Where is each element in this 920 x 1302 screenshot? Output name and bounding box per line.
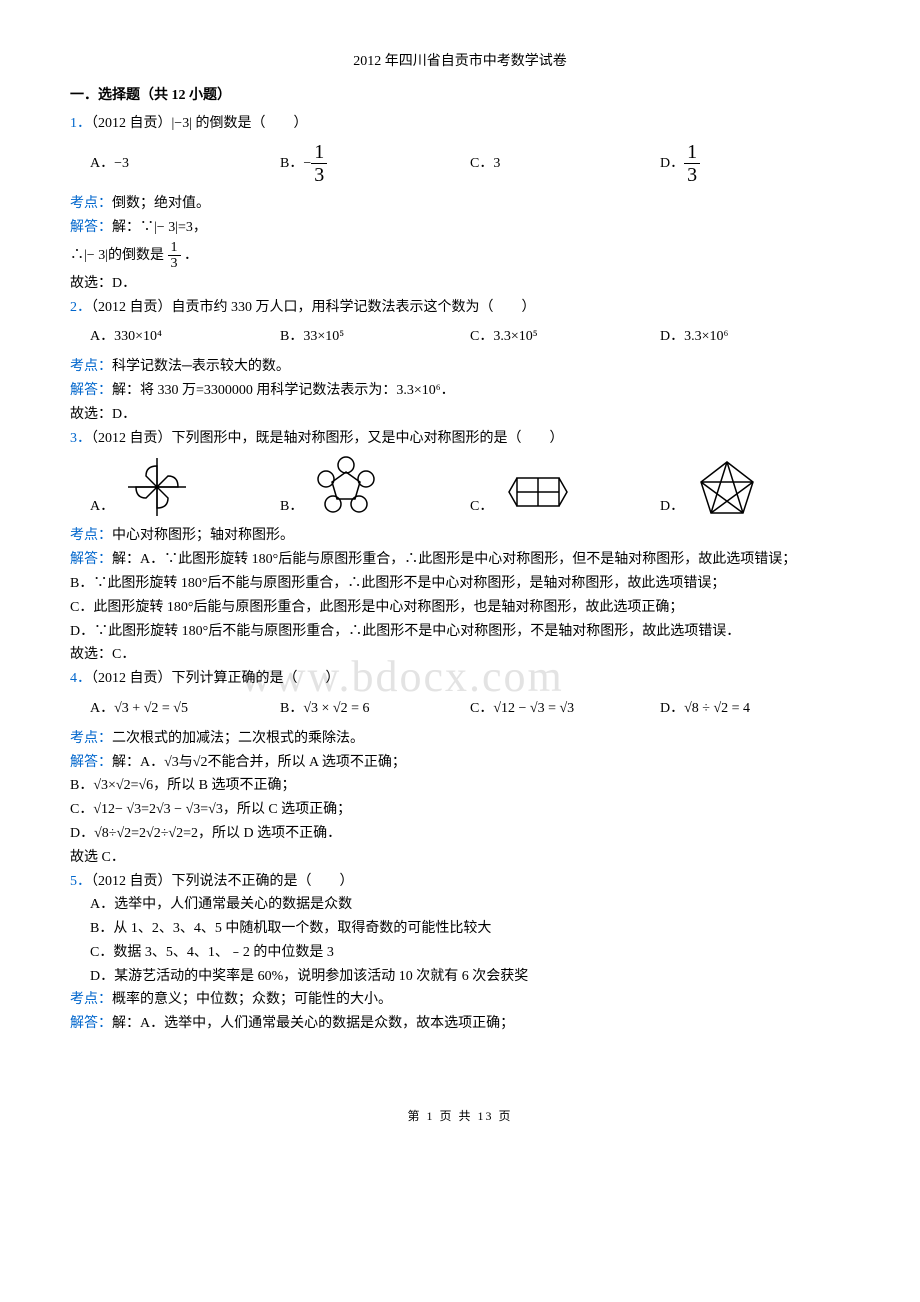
q2-opt-a: A．330×10⁴ (90, 325, 280, 349)
q4-num: 4． (70, 671, 91, 686)
hex-rect-icon (505, 466, 571, 518)
page-footer: 第 1 页 共 13 页 (70, 1106, 850, 1126)
q4-a1: 解答：解：A．√3与√2不能合并，所以 A 选项不正确； (70, 751, 850, 775)
q1-a2: ∴|− 3|的倒数是 13 ． (70, 240, 850, 272)
q2-a2: 故选：D． (70, 403, 850, 427)
q5-opt-a: A．选举中，人们通常最关心的数据是众数 (90, 893, 850, 917)
q3-fig-c: C． (470, 456, 660, 518)
q2-num: 2． (70, 300, 91, 315)
q1-opt-b: B． − 13 (280, 141, 470, 186)
q3-figures: A． B． C． (90, 456, 850, 518)
q4-a4: D．√8÷√2=2√2÷√2=2，所以 D 选项不正确． (70, 822, 850, 846)
q3-a2: B．∵此图形旋转 180°后不能与原图形重合，∴此图形不是中心对称图形，是轴对称… (70, 572, 850, 596)
q1-stem: 1．（2012 自贡）|−3| 的倒数是（ ） (70, 112, 850, 136)
exam-title: 2012 年四川省自贡市中考数学试卷 (70, 50, 850, 74)
q5-opt-d: D．某游艺活动的中奖率是 60%，说明参加该活动 10 次就有 6 次会获奖 (90, 965, 850, 989)
q5-num: 5． (70, 874, 91, 889)
q3-fig-a: A． (90, 456, 280, 518)
q1-opt-c: C．3 (470, 141, 660, 186)
q5-topic: 考点：概率的意义；中位数；众数；可能性的大小。 (70, 988, 850, 1012)
q1-a2-frac: 13 (168, 240, 181, 272)
pinwheel-icon (126, 456, 188, 518)
q1-d-frac: 13 (684, 141, 700, 186)
q3-stem: 3．（2012 自贡）下列图形中，既是轴对称图形，又是中心对称图形的是（ ） (70, 427, 850, 451)
q3-a5: 故选：C． (70, 643, 850, 667)
topic-label: 考点： (70, 196, 112, 211)
q1-answer: 解答：解：∵|− 3|=3， (70, 216, 850, 240)
pentagram-icon (696, 458, 758, 518)
q2-opt-d: D．3.3×10⁶ (660, 325, 850, 349)
ans-label: 解答： (70, 220, 112, 235)
q2-a1: 解答：解：将 330 万=3300000 用科学记数法表示为：3.3×10⁶． (70, 379, 850, 403)
section-header: 一．选择题（共 12 小题） (70, 84, 850, 108)
q5-opt-c: C．数据 3、5、4、1、﹣2 的中位数是 3 (90, 941, 850, 965)
q1-d-label: D． (660, 152, 684, 176)
q4-topic: 考点：二次根式的加减法；二次根式的乘除法。 (70, 727, 850, 751)
q3-num: 3． (70, 431, 91, 446)
q3-fig-d: D． (660, 456, 850, 518)
q2-topic: 考点：科学记数法─表示较大的数。 (70, 355, 850, 379)
q1-opt-d: D． 13 (660, 141, 850, 186)
q3-a3: C．此图形旋转 180°后能与原图形重合，此图形是中心对称图形，也是轴对称图形，… (70, 596, 850, 620)
q2-opt-b: B．33×10⁵ (280, 325, 470, 349)
q4-a3: C．√12− √3=2√3 − √3=√3，所以 C 选项正确； (70, 798, 850, 822)
q1-topic: 考点：倒数；绝对值。 (70, 192, 850, 216)
q4-options: A．√3 + √2 = √5 B．√3 × √2 = 6 C．√12 − √3 … (90, 697, 850, 721)
q4-opt-a: A．√3 + √2 = √5 (90, 697, 280, 721)
q4-a5: 故选 C． (70, 846, 850, 870)
q5-a1: 解答：解：A．选举中，人们通常最关心的数据是众数，故本选项正确； (70, 1012, 850, 1036)
q1-b-sign: − (303, 152, 311, 176)
q1-text: （2012 自贡）|−3| 的倒数是（ ） (91, 116, 308, 131)
q3-a4: D．∵此图形旋转 180°后不能与原图形重合，∴此图形不是中心对称图形，不是轴对… (70, 620, 850, 644)
q4-stem: 4．（2012 自贡）下列计算正确的是（ ） (70, 667, 850, 691)
q4-opt-c: C．√12 − √3 = √3 (470, 697, 660, 721)
q2-options: A．330×10⁴ B．33×10⁵ C．3.3×10⁵ D．3.3×10⁶ (90, 325, 850, 349)
q1-num: 1． (70, 116, 91, 131)
q3-a1: 解答：解：A．∵此图形旋转 180°后能与原图形重合，∴此图形是中心对称图形，但… (70, 548, 850, 572)
q2-stem: 2．（2012 自贡）自贡市约 330 万人口，用科学记数法表示这个数为（ ） (70, 296, 850, 320)
q1-options: A．−3 B． − 13 C．3 D． 13 (90, 141, 850, 186)
q3-fig-b: B． (280, 456, 470, 518)
q1-b-frac: 13 (311, 141, 327, 186)
q1-b-label: B． (280, 152, 303, 176)
q1-opt-a: A．−3 (90, 141, 280, 186)
q5-opt-b: B．从 1、2、3、4、5 中随机取一个数，取得奇数的可能性比较大 (90, 917, 850, 941)
flower-pentagon-icon (315, 456, 377, 518)
q5-stem: 5．（2012 自贡）下列说法不正确的是（ ） (70, 870, 850, 894)
q3-topic: 考点：中心对称图形；轴对称图形。 (70, 524, 850, 548)
q4-opt-b: B．√3 × √2 = 6 (280, 697, 470, 721)
q1-a3: 故选：D． (70, 272, 850, 296)
q2-opt-c: C．3.3×10⁵ (470, 325, 660, 349)
q4-opt-d: D．√8 ÷ √2 = 4 (660, 697, 850, 721)
q4-a2: B．√3×√2=√6，所以 B 选项不正确； (70, 774, 850, 798)
